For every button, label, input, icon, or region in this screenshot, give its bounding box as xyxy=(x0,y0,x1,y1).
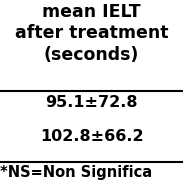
Text: *NS=Non Significa: *NS=Non Significa xyxy=(0,165,152,180)
Text: mean IELT
after treatment
(seconds): mean IELT after treatment (seconds) xyxy=(15,3,168,64)
Text: 102.8±66.2: 102.8±66.2 xyxy=(40,129,143,144)
Text: 95.1±72.8: 95.1±72.8 xyxy=(45,95,138,110)
